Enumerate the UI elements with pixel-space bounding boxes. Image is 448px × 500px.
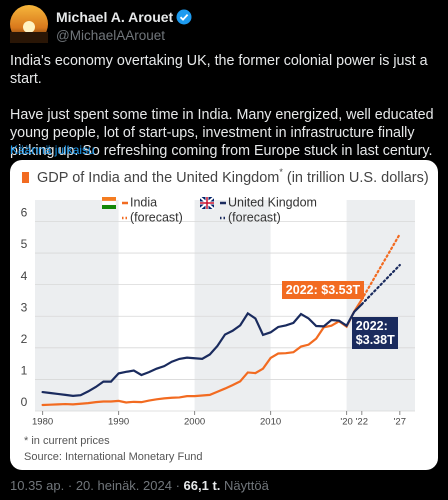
x-tick-label: '27: [394, 417, 406, 428]
y-tick-label: 2: [21, 332, 28, 346]
title-text: GDP of India and the United Kingdom: [37, 170, 279, 186]
translate-link[interactable]: Käännä julkaisu: [10, 143, 95, 157]
footnote: * in current prices: [24, 435, 110, 447]
chart-card[interactable]: GDP of India and the United Kingdom* (in …: [10, 160, 438, 470]
separator: ·: [175, 478, 180, 493]
legend-item: India(forecast): [101, 195, 183, 224]
y-tick-label: 1: [21, 364, 28, 378]
verified-badge: [176, 9, 192, 25]
separator: ·: [67, 478, 73, 493]
title-suffix: (in trillion U.S. dollars): [287, 170, 429, 186]
time: 10.35 ap.: [10, 478, 65, 493]
legend-label: (forecast): [228, 210, 281, 224]
post-text: India's economy overtaking UK, the forme…: [10, 52, 440, 178]
legend-label: India: [130, 195, 157, 209]
x-tick-label: 1990: [108, 417, 129, 428]
band: [35, 200, 119, 411]
annotation: 2022: $3.38T: [351, 317, 398, 350]
y-tick-label: 4: [21, 269, 28, 283]
chart-title: GDP of India and the United Kingdom* (in …: [37, 167, 429, 185]
legend-item: United Kingdom(forecast): [199, 195, 317, 224]
flag: [102, 205, 116, 209]
source: Source: International Monetary Fund: [24, 451, 203, 463]
paragraph: India's economy overtaking UK, the forme…: [10, 53, 428, 87]
y-tick-label: 5: [21, 237, 28, 251]
flag: [102, 197, 116, 201]
title-marker: [22, 172, 29, 183]
x-tick-label: 2000: [184, 417, 205, 428]
series-line: [41, 298, 363, 407]
legend-label: United Kingdom: [228, 195, 317, 209]
y-tick-label: 3: [21, 300, 28, 314]
date: 20. heinäk. 2024: [75, 478, 172, 493]
post-footer: 10.35 ap. · 20. heinäk. 2024 · 66,1 t. N…: [10, 478, 269, 493]
x-tick-label: '22: [356, 417, 368, 428]
author-handle[interactable]: @MichaelAArouet: [56, 28, 166, 43]
series-line: [360, 233, 401, 301]
flag: [101, 200, 117, 206]
band: [194, 200, 271, 411]
views-label: Näyttöä: [224, 478, 269, 493]
x-tick-label: 2010: [260, 417, 281, 428]
author-name[interactable]: Michael A. Arouet: [56, 9, 174, 25]
title-mark: *: [279, 167, 283, 177]
chart: GDP of India and the United Kingdom* (in …: [21, 167, 429, 463]
legend-label: (forecast): [130, 210, 183, 224]
y-tick-label: 0: [21, 395, 28, 409]
series-line: [41, 303, 363, 397]
flag: [200, 197, 214, 209]
y-tick-label: 6: [21, 206, 28, 220]
paragraph: Have just spent some time in India. Many…: [10, 107, 434, 159]
views: 66,1 t.: [183, 478, 221, 493]
x-tick-label: 1980: [32, 417, 53, 428]
series-line: [360, 263, 401, 306]
annotation: 2022: $3.53T: [281, 281, 365, 300]
x-tick-label: '20: [340, 417, 352, 428]
avatar[interactable]: [10, 5, 48, 43]
